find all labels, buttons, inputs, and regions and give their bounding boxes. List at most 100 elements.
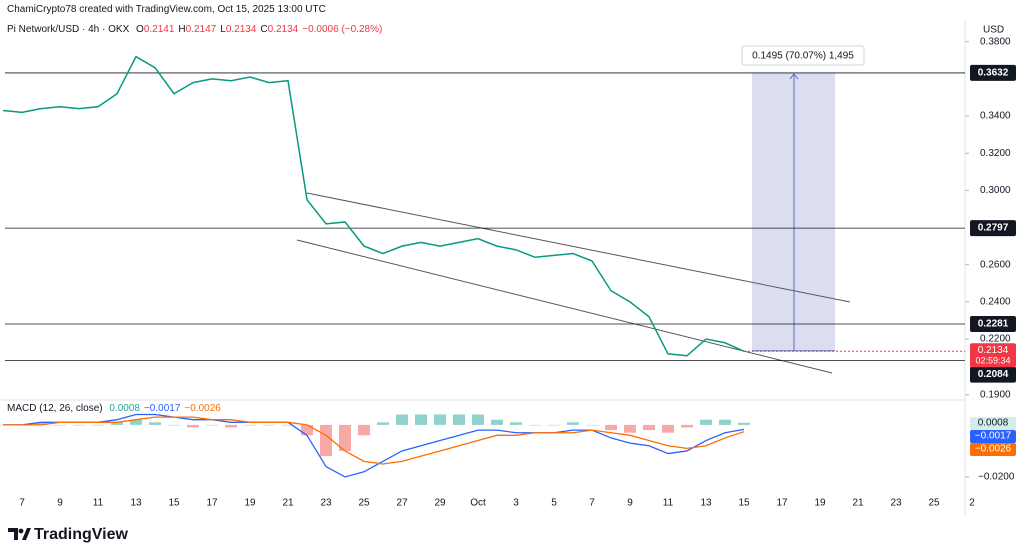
histogram-bar bbox=[225, 424, 237, 428]
histogram-bar bbox=[339, 424, 351, 451]
histogram-bar bbox=[415, 414, 427, 425]
signal-value-label: −0.0026 bbox=[975, 444, 1012, 455]
histogram-bar bbox=[111, 422, 123, 425]
histogram-value-label: 0.0008 bbox=[978, 418, 1009, 429]
y-tick-label: 0.1900 bbox=[980, 389, 1011, 400]
y-tick-label: 0.3200 bbox=[980, 148, 1011, 159]
brand: TradingView bbox=[34, 526, 129, 543]
y-tick-label: 0.2600 bbox=[980, 259, 1011, 270]
histogram-bar bbox=[396, 414, 408, 425]
x-tick-label: 29 bbox=[434, 498, 446, 509]
ohlc-item: L0.2134 bbox=[220, 24, 256, 35]
histogram-bar bbox=[168, 424, 180, 426]
histogram-bar bbox=[263, 424, 275, 426]
x-tick-label: 11 bbox=[663, 498, 674, 509]
currency: USD bbox=[983, 25, 1004, 36]
signal-line bbox=[3, 416, 745, 465]
brand-logo bbox=[8, 528, 31, 540]
histogram-bar bbox=[453, 414, 465, 425]
last-price-box bbox=[970, 343, 1016, 368]
histogram-bar bbox=[510, 422, 522, 425]
x-tick-label: 23 bbox=[320, 498, 332, 509]
level-label: 0.2797 bbox=[978, 223, 1009, 234]
x-tick-label: 2 bbox=[969, 498, 975, 509]
ohlc-key: L bbox=[220, 24, 226, 35]
signal-value-box bbox=[970, 443, 1016, 456]
histogram-bar bbox=[548, 424, 560, 426]
histogram-bar bbox=[244, 424, 256, 426]
histogram-bar bbox=[681, 424, 693, 428]
x-tick-label: 15 bbox=[738, 498, 750, 509]
y-tick-label: 0.3400 bbox=[980, 111, 1011, 122]
macd-title: MACD (12, 26, close) bbox=[7, 403, 103, 414]
countdown: 02:59:34 bbox=[975, 356, 1010, 366]
x-tick-label: 17 bbox=[206, 498, 218, 509]
x-tick-label: 27 bbox=[396, 498, 408, 509]
y-tick-label: 0.2400 bbox=[980, 297, 1011, 308]
macd-legend: MACD (12, 26, close) 0.0008 −0.0017 −0.002… bbox=[7, 403, 225, 414]
level-label-box bbox=[970, 220, 1016, 237]
symbol-row: Pi Network/USD · 4h · OKX O0.2141 H0.2147… bbox=[7, 24, 386, 35]
x-tick-label: 7 bbox=[19, 498, 25, 509]
x-tick-label: 9 bbox=[57, 498, 63, 509]
x-tick-label: 15 bbox=[168, 498, 180, 509]
signal-legend-value: −0.0026 bbox=[184, 403, 221, 414]
symbol: Pi Network/USD · 4h · OKX bbox=[7, 24, 130, 35]
macd-legend-value: −0.0017 bbox=[143, 403, 181, 414]
x-tick-label: 23 bbox=[890, 498, 902, 509]
x-tick-label: 19 bbox=[814, 498, 826, 509]
measure-label: 0.1495 (70.07%) 1,495 bbox=[752, 51, 854, 62]
ohlc-item: H0.2147 bbox=[178, 24, 216, 35]
histogram-bar bbox=[529, 424, 541, 426]
x-tick-label: 7 bbox=[589, 498, 595, 509]
channel-lower bbox=[296, 239, 833, 374]
ohlc-value: 0.2141 bbox=[143, 24, 175, 35]
y-tick-label: −0.0200 bbox=[978, 472, 1015, 483]
histogram-bar bbox=[643, 424, 655, 431]
histogram-bar bbox=[738, 422, 750, 425]
price-line bbox=[2, 55, 745, 357]
credit: ChamiCrypto78 created with TradingView.c… bbox=[7, 4, 326, 15]
ohlc-value: 0.2134 bbox=[267, 24, 299, 35]
histogram-bar bbox=[282, 424, 294, 426]
histogram-bar bbox=[662, 424, 674, 433]
x-tick-label: 13 bbox=[700, 498, 712, 509]
histogram-bar bbox=[586, 424, 598, 426]
level-label: 0.2084 bbox=[978, 369, 1009, 380]
x-tick-label: 25 bbox=[928, 498, 940, 509]
x-tick-label: 19 bbox=[244, 498, 256, 509]
ohlc-key: O bbox=[136, 24, 144, 35]
ohlc-value: 0.2134 bbox=[225, 24, 257, 35]
x-tick-label: 17 bbox=[776, 498, 788, 509]
ohlc-value: 0.2147 bbox=[185, 24, 217, 35]
histogram-bar bbox=[491, 419, 503, 425]
histogram-bar bbox=[92, 424, 104, 426]
last-price: 0.2134 bbox=[978, 345, 1009, 356]
histogram-bar bbox=[605, 424, 617, 431]
histogram-bar bbox=[73, 424, 85, 426]
measure-arrowhead bbox=[789, 73, 799, 80]
histogram-legend-value: 0.0008 bbox=[109, 403, 140, 414]
x-tick-label: 21 bbox=[282, 498, 294, 509]
macd-line bbox=[3, 413, 745, 478]
ohlc-item: O0.2141 bbox=[136, 24, 174, 35]
level-label: 0.2281 bbox=[978, 319, 1009, 330]
macd-value-label: −0.0017 bbox=[975, 431, 1012, 442]
level-label-box bbox=[970, 64, 1016, 81]
y-tick-label: 0.3800 bbox=[980, 36, 1011, 47]
ohlc-key: H bbox=[178, 24, 186, 35]
histogram-value-box bbox=[970, 417, 1016, 430]
histogram-bar bbox=[377, 422, 389, 425]
measure-label-box bbox=[741, 45, 865, 66]
histogram-bar bbox=[54, 424, 66, 426]
histogram-bar bbox=[35, 422, 47, 425]
x-tick-label: 5 bbox=[551, 498, 557, 509]
x-tick-label: 3 bbox=[513, 498, 519, 509]
x-tick-label: 11 bbox=[93, 498, 104, 509]
level-label: 0.3632 bbox=[978, 68, 1009, 79]
histogram-bar bbox=[567, 422, 579, 425]
channel-upper bbox=[306, 192, 851, 303]
histogram-bar bbox=[149, 422, 161, 425]
